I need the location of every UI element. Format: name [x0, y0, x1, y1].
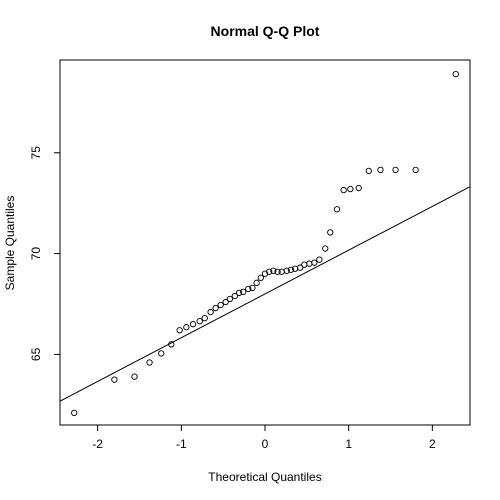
x-tick-label: 0 — [262, 437, 269, 451]
data-point — [347, 185, 354, 193]
data-point — [176, 327, 183, 334]
data-point — [365, 167, 372, 175]
data-point — [412, 166, 419, 174]
data-point — [333, 206, 341, 213]
data-point — [355, 184, 362, 192]
data-point — [231, 292, 239, 300]
data-point — [189, 321, 197, 328]
data-point — [311, 259, 318, 266]
data-point — [266, 268, 273, 275]
data-point — [146, 359, 153, 366]
reference-line-layer — [60, 186, 470, 402]
data-point — [212, 304, 219, 312]
y-tick-label: 70 — [29, 247, 43, 261]
data-point — [270, 267, 277, 274]
data-point — [452, 70, 459, 78]
plot-frame — [59, 59, 471, 426]
x-tick-label: -2 — [92, 437, 103, 451]
data-point — [183, 324, 190, 331]
data-point — [322, 245, 329, 252]
data-point — [274, 268, 281, 275]
x-tick-label: 2 — [429, 437, 436, 451]
data-point — [257, 274, 264, 281]
data-point — [316, 256, 323, 263]
data-point — [296, 264, 304, 271]
data-point — [131, 373, 138, 380]
data-point — [158, 350, 165, 357]
data-point — [111, 376, 118, 383]
data-point — [245, 285, 252, 293]
x-tick-label: 1 — [345, 437, 352, 451]
data-point — [340, 186, 347, 194]
qq-reference-line — [60, 186, 470, 402]
data-point — [235, 289, 243, 297]
data-point — [377, 166, 384, 174]
data-point — [240, 288, 247, 296]
data-point — [306, 260, 313, 267]
data-point — [283, 267, 290, 274]
chart-title: Normal Q-Q Plot — [211, 23, 320, 39]
y-axis-label: Sample Quantiles — [3, 196, 17, 291]
data-point — [201, 314, 208, 322]
data-points — [71, 70, 459, 417]
data-point — [207, 308, 214, 316]
data-point — [392, 166, 399, 174]
data-point — [222, 298, 229, 306]
data-point — [253, 279, 260, 286]
axis-ticks: -2 -1 0 1 2 65 70 75 — [29, 146, 436, 451]
data-point — [217, 301, 224, 309]
data-point — [301, 261, 308, 268]
data-point — [71, 409, 78, 417]
y-tick-label: 75 — [29, 146, 43, 160]
data-point — [327, 229, 334, 236]
x-tick-label: -1 — [176, 437, 187, 451]
data-point — [226, 295, 234, 303]
y-tick-label: 65 — [29, 347, 43, 361]
data-point — [196, 317, 203, 325]
data-point — [287, 266, 295, 273]
data-point — [168, 341, 175, 348]
data-point — [249, 284, 256, 292]
x-axis-label: Theoretical Quantiles — [208, 470, 321, 484]
